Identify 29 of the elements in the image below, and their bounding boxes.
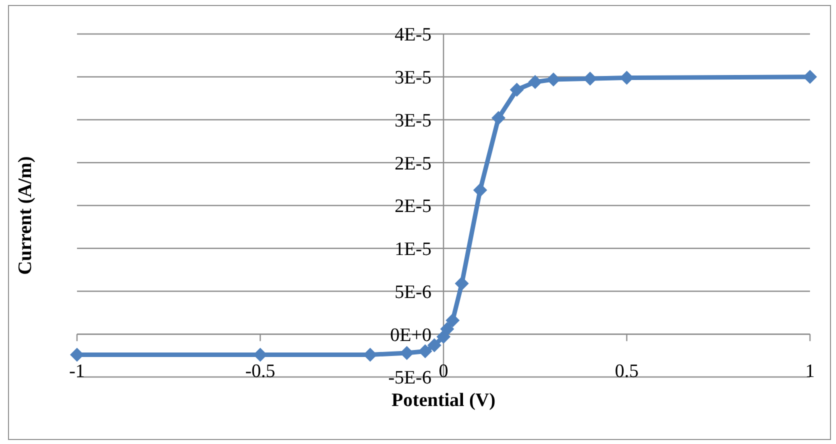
y-tick-label: 1E-5: [394, 239, 432, 260]
point: [473, 183, 488, 198]
point: [583, 72, 598, 86]
point: [803, 70, 817, 84]
point: [400, 346, 414, 360]
x-tick-label: -0.5: [245, 360, 276, 382]
point: [546, 72, 560, 86]
y-tick-label: 4E-5: [394, 24, 432, 46]
x-tick-label: 0.5: [614, 360, 639, 382]
x-axis-title: Potential (V): [392, 390, 496, 411]
x-tick-label: 0: [438, 360, 448, 382]
point: [528, 75, 542, 90]
point: [440, 322, 454, 336]
y-axis-title: Current (A/m): [15, 156, 36, 275]
point: [491, 111, 506, 126]
point: [510, 82, 524, 97]
y-tick-label: 2E-5: [394, 196, 432, 218]
y-tick-label: 0E+0: [390, 324, 432, 346]
y-tick-label: -5E-6: [388, 368, 432, 389]
x-tick-label: 1: [805, 360, 815, 382]
y-tick-label: 3E-5: [394, 68, 432, 89]
point: [454, 276, 469, 291]
y-tick-label: 5E-6: [394, 282, 432, 303]
y-tick-label: 2E-5: [394, 153, 432, 174]
point: [446, 313, 460, 328]
y-tick-label: 3E-5: [394, 110, 432, 132]
x-tick-label: -1: [69, 360, 85, 382]
point: [418, 344, 432, 358]
point: [70, 348, 84, 362]
